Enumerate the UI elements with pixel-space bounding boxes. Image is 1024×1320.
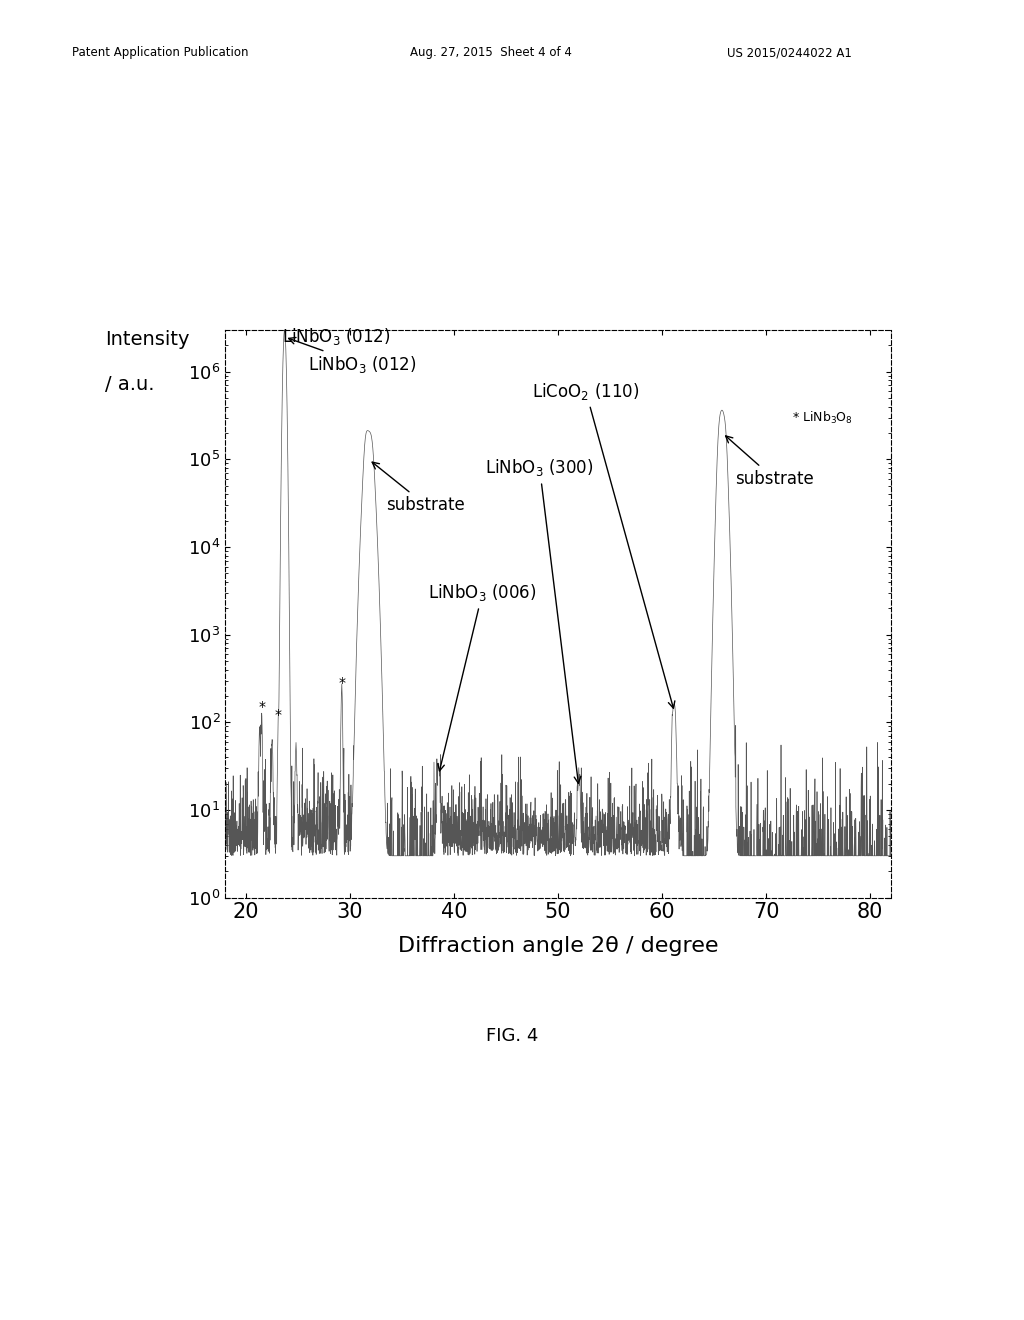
Text: *: * xyxy=(258,700,265,714)
Text: LiNbO$_3$ (006): LiNbO$_3$ (006) xyxy=(428,582,537,771)
X-axis label: Diffraction angle 2θ / degree: Diffraction angle 2θ / degree xyxy=(398,936,718,957)
Text: *: * xyxy=(338,676,345,690)
Text: substrate: substrate xyxy=(372,462,465,515)
Text: * LiNb$_3$O$_8$: * LiNb$_3$O$_8$ xyxy=(793,409,853,425)
Text: substrate: substrate xyxy=(726,436,814,488)
Text: *: * xyxy=(274,709,282,722)
Text: Aug. 27, 2015  Sheet 4 of 4: Aug. 27, 2015 Sheet 4 of 4 xyxy=(410,46,571,59)
Text: Intensity: Intensity xyxy=(105,330,190,348)
Text: LiCoO$_2$ (110): LiCoO$_2$ (110) xyxy=(532,380,675,708)
Text: US 2015/0244022 A1: US 2015/0244022 A1 xyxy=(727,46,852,59)
Text: LiNbO$_3$ (012): LiNbO$_3$ (012) xyxy=(289,338,417,375)
Text: LiNbO$_3$ (300): LiNbO$_3$ (300) xyxy=(485,458,594,783)
Text: Patent Application Publication: Patent Application Publication xyxy=(72,46,248,59)
Text: FIG. 4: FIG. 4 xyxy=(485,1027,539,1045)
Text: / a.u.: / a.u. xyxy=(105,375,155,395)
Text: LiNbO$_3$ (012): LiNbO$_3$ (012) xyxy=(283,326,391,347)
